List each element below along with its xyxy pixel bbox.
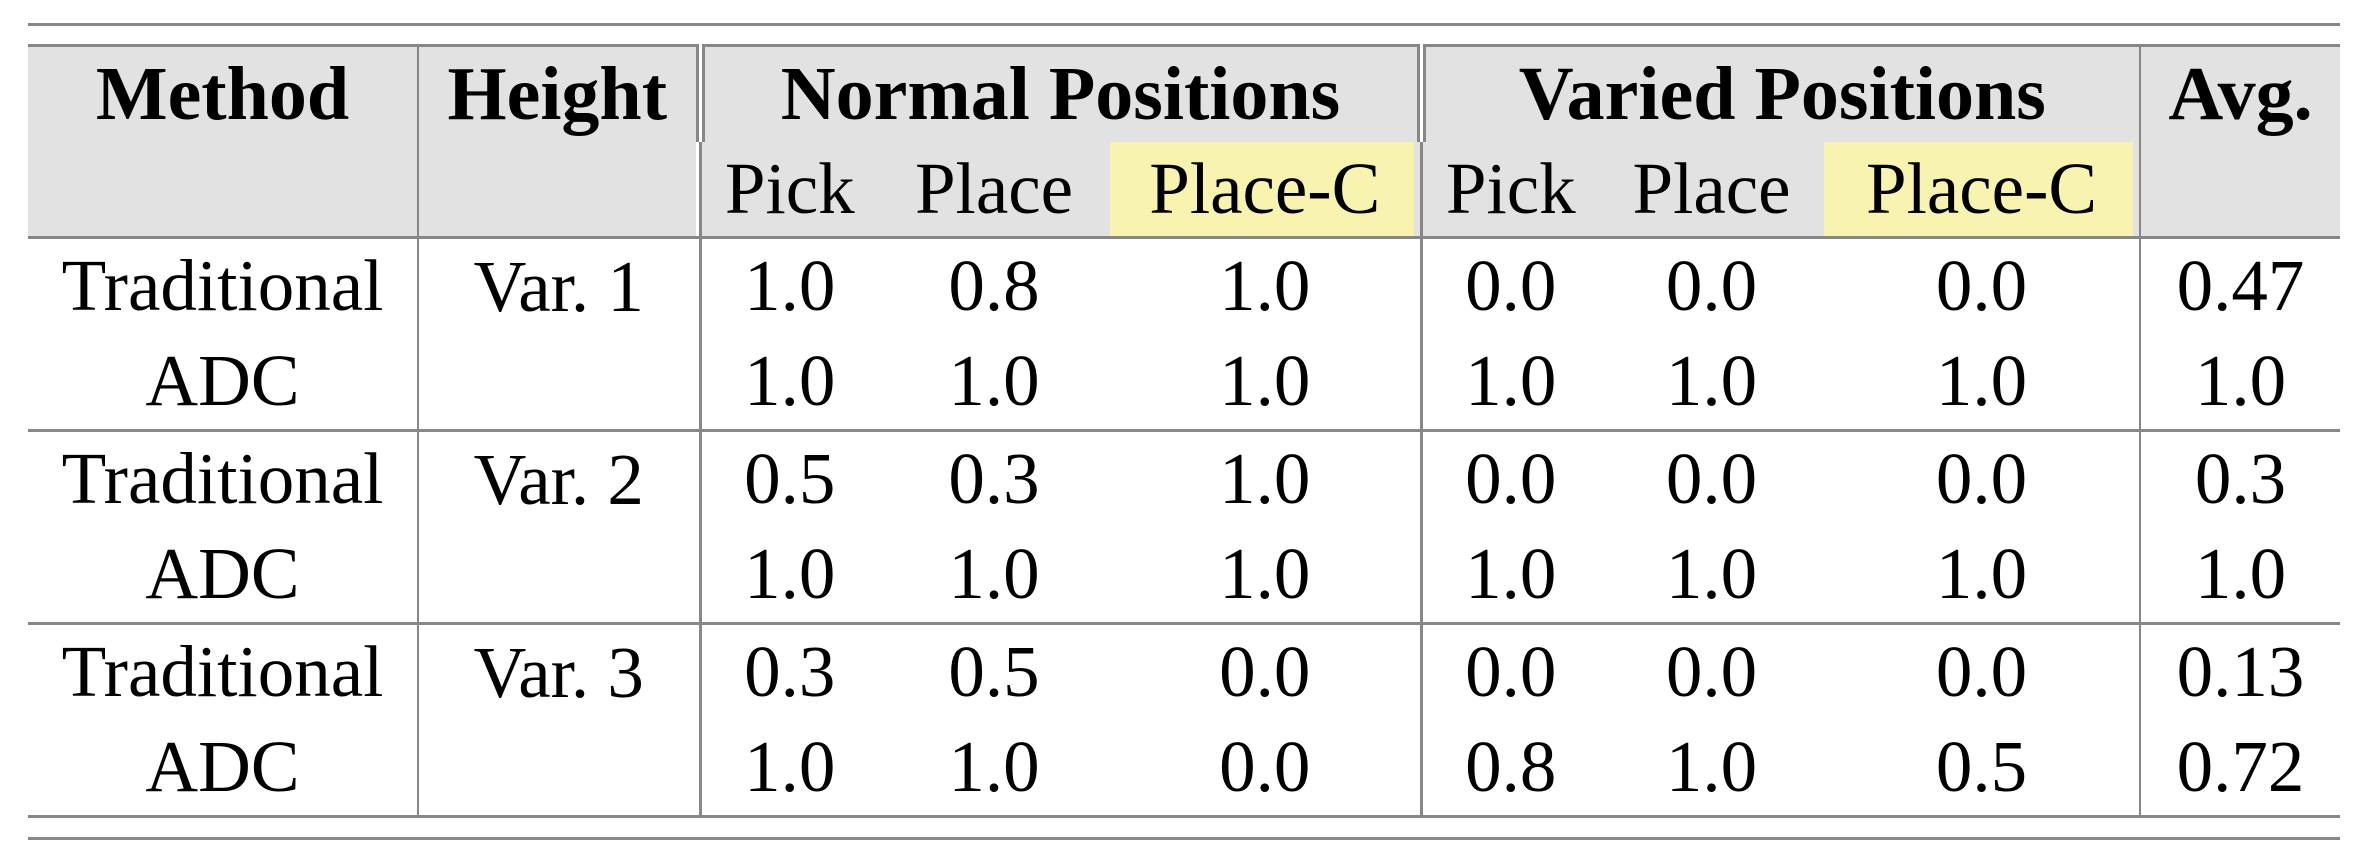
cell-score: 1.0 bbox=[878, 527, 1110, 624]
cell-score: 1.0 bbox=[878, 720, 1110, 817]
top-rule-gap bbox=[28, 26, 2340, 44]
cell-method: ADC bbox=[28, 334, 418, 431]
cell-method: Traditional bbox=[28, 429, 418, 527]
column-header-avg: Avg. bbox=[2139, 45, 2341, 238]
cell-score: 0.8 bbox=[1419, 720, 1600, 817]
table-row-traditional-var1: Traditional Var. 1 1.0 0.8 1.0 0.0 0.0 0… bbox=[28, 236, 2341, 431]
cell-avg: 0.13 bbox=[2139, 622, 2341, 720]
cell-method: ADC bbox=[28, 720, 418, 817]
cell-score: 0.8 bbox=[878, 236, 1110, 334]
cell-height: Var. 1 bbox=[417, 236, 700, 431]
cell-height: Var. 3 bbox=[417, 622, 700, 817]
cell-score: 0.3 bbox=[698, 622, 878, 720]
cell-avg: 0.3 bbox=[2139, 429, 2341, 527]
bottom-rule-gap bbox=[28, 818, 2340, 837]
cell-score: 1.0 bbox=[1110, 334, 1422, 431]
cell-method: Traditional bbox=[28, 236, 418, 334]
cell-score: 1.0 bbox=[698, 527, 878, 624]
subcolumn-header-normal-pick: Pick bbox=[698, 142, 878, 238]
table-row-adc-var2: ADC 1.0 1.0 1.0 1.0 1.0 1.0 1.0 bbox=[28, 527, 2341, 624]
cell-score: 1.0 bbox=[698, 236, 878, 334]
bottom-outer-rule bbox=[28, 837, 2340, 840]
cell-score: 1.0 bbox=[1110, 429, 1422, 527]
cell-score: 1.0 bbox=[698, 334, 878, 431]
column-header-method: Method bbox=[28, 45, 418, 238]
cell-score: 0.0 bbox=[1110, 720, 1422, 817]
top-outer-rule bbox=[28, 23, 2340, 26]
cell-score: 0.5 bbox=[1824, 720, 2141, 817]
group-header-normal-positions: Normal Positions bbox=[695, 45, 1422, 142]
results-table: Method Height Normal Positions Varied Po… bbox=[28, 44, 2341, 818]
cell-method: ADC bbox=[28, 527, 418, 624]
cell-score: 0.0 bbox=[1599, 429, 1825, 527]
cell-score: 0.5 bbox=[878, 622, 1110, 720]
table-row-traditional-var3: Traditional Var. 3 0.3 0.5 0.0 0.0 0.0 0… bbox=[28, 622, 2341, 817]
subcolumn-header-varied-place: Place bbox=[1599, 142, 1825, 238]
cell-height: Var. 2 bbox=[417, 429, 700, 624]
cell-score: 1.0 bbox=[1599, 334, 1825, 431]
cell-score: 1.0 bbox=[1599, 720, 1825, 817]
cell-score: 0.0 bbox=[1419, 236, 1600, 334]
table-row-adc-var1: ADC 1.0 1.0 1.0 1.0 1.0 1.0 1.0 bbox=[28, 334, 2341, 431]
cell-score: 0.0 bbox=[1599, 236, 1825, 334]
paper-table-figure: Method Height Normal Positions Varied Po… bbox=[28, 23, 2341, 840]
header-row-subcolumns: Pick Place Place-C Pick Place Place-C bbox=[28, 142, 2340, 238]
cell-score: 1.0 bbox=[1824, 334, 2141, 431]
subcolumn-header-varied-pick: Pick bbox=[1419, 142, 1600, 238]
cell-method: Traditional bbox=[28, 622, 418, 720]
cell-score: 0.0 bbox=[1824, 429, 2141, 527]
cell-score: 0.0 bbox=[1110, 622, 1422, 720]
table-row-traditional-var2: Traditional Var. 2 0.5 0.3 1.0 0.0 0.0 0… bbox=[28, 429, 2341, 624]
subcolumn-header-varied-place-c: Place-C bbox=[1824, 142, 2141, 238]
cell-score: 1.0 bbox=[1824, 527, 2141, 624]
cell-score: 1.0 bbox=[1110, 527, 1422, 624]
cell-score: 0.0 bbox=[1824, 236, 2141, 334]
cell-score: 1.0 bbox=[698, 720, 878, 817]
cell-score: 0.0 bbox=[1419, 622, 1600, 720]
cell-score: 1.0 bbox=[1110, 236, 1422, 334]
group-header-varied-positions: Varied Positions bbox=[1416, 45, 2141, 142]
cell-avg: 1.0 bbox=[2139, 527, 2341, 624]
cell-score: 1.0 bbox=[878, 334, 1110, 431]
subcolumn-header-normal-place-c: Place-C bbox=[1110, 142, 1422, 238]
table-row-adc-var3: ADC 1.0 1.0 0.0 0.8 1.0 0.5 0.72 bbox=[28, 720, 2341, 817]
cell-score: 0.0 bbox=[1824, 622, 2141, 720]
cell-avg: 0.47 bbox=[2139, 236, 2341, 334]
cell-score: 1.0 bbox=[1599, 527, 1825, 624]
subcolumn-header-normal-place: Place bbox=[878, 142, 1110, 238]
cell-score: 0.3 bbox=[878, 429, 1110, 527]
column-header-height: Height bbox=[417, 45, 700, 238]
cell-score: 0.5 bbox=[698, 429, 878, 527]
cell-avg: 1.0 bbox=[2139, 334, 2341, 431]
cell-score: 1.0 bbox=[1419, 527, 1600, 624]
cell-score: 0.0 bbox=[1419, 429, 1600, 527]
cell-avg: 0.72 bbox=[2139, 720, 2341, 817]
cell-score: 1.0 bbox=[1419, 334, 1600, 431]
cell-score: 0.0 bbox=[1599, 622, 1825, 720]
header-row-groups: Method Height Normal Positions Varied Po… bbox=[28, 45, 2341, 238]
